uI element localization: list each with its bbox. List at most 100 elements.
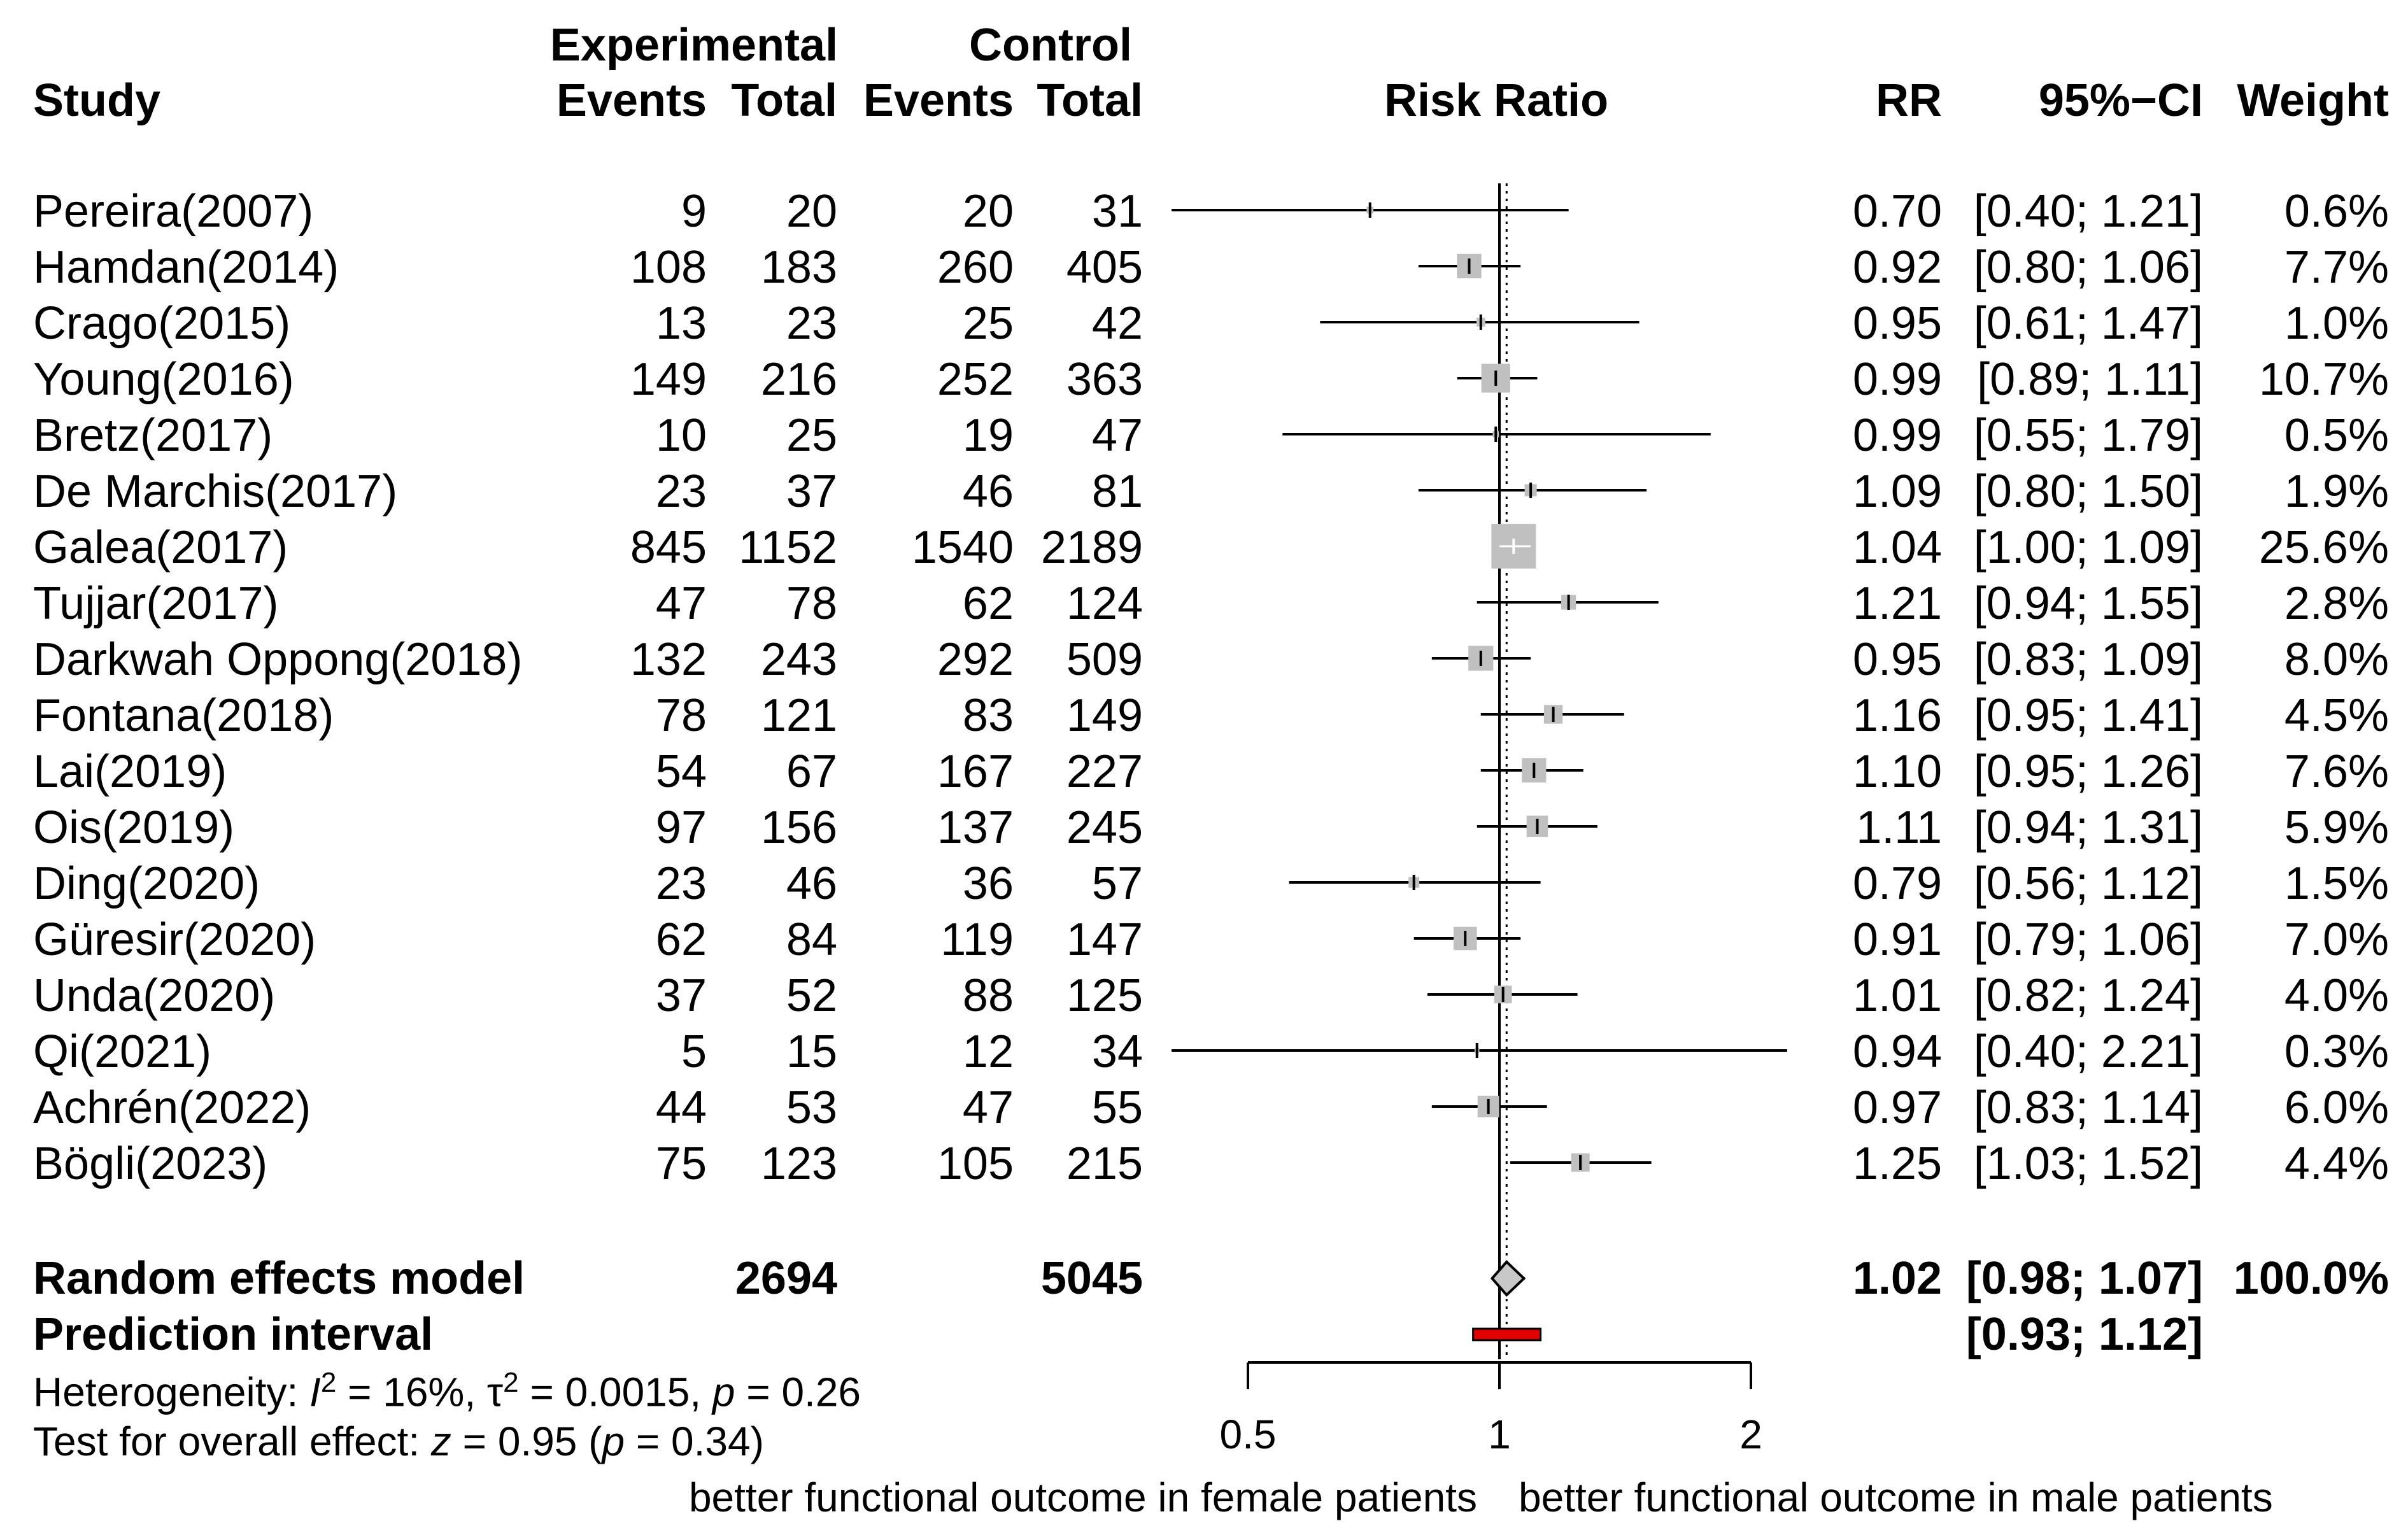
ctl-total: 405 xyxy=(1066,242,1143,293)
exp-total: 53 xyxy=(786,1082,837,1133)
study-weight: 0.5% xyxy=(2284,410,2389,461)
study-ci: [0.56; 1.12] xyxy=(1973,858,2203,909)
study-ci: [0.95; 1.26] xyxy=(1973,746,2203,797)
study-weight: 0.3% xyxy=(2284,1026,2389,1077)
x-tick-label: 0.5 xyxy=(1220,1411,1277,1457)
ctl-events: 36 xyxy=(962,858,1014,909)
study-rr: 0.94 xyxy=(1852,1026,1942,1077)
exp-events: 62 xyxy=(655,914,707,965)
exp-total: 20 xyxy=(786,186,837,237)
exp-events: 10 xyxy=(655,410,707,461)
ctl-events: 119 xyxy=(940,914,1014,965)
study-ci: [0.83; 1.09] xyxy=(1973,634,2203,685)
study-name: Unda(2020) xyxy=(33,970,276,1021)
ctl-events: 20 xyxy=(962,186,1014,237)
exp-total: 216 xyxy=(760,354,837,405)
study-name: Young(2016) xyxy=(33,354,294,405)
study-ci: [0.61; 1.47] xyxy=(1973,298,2203,349)
x-tick-label: 2 xyxy=(1739,1411,1762,1457)
risk-ratio-header: Risk Ratio xyxy=(1384,75,1609,126)
study-name: Galea(2017) xyxy=(33,522,288,573)
ctl-total: 47 xyxy=(1091,410,1143,461)
ctl-events: 88 xyxy=(962,970,1014,1021)
study-rr: 1.25 xyxy=(1852,1138,1942,1189)
exp-events: 23 xyxy=(655,858,707,909)
ctl-total: 34 xyxy=(1091,1026,1143,1077)
ctl-events: 137 xyxy=(937,802,1014,853)
ctl-total: 149 xyxy=(1066,690,1143,741)
study-rr: 1.11 xyxy=(1856,802,1942,853)
ctl-total: 31 xyxy=(1091,186,1143,237)
study-weight: 1.5% xyxy=(2284,858,2389,909)
ctl-total: 147 xyxy=(1066,914,1143,965)
exp-total: 1152 xyxy=(739,522,837,573)
control-header: Control xyxy=(969,20,1132,71)
study-rr: 0.91 xyxy=(1852,914,1942,965)
exp-events: 9 xyxy=(681,186,707,237)
study-rr: 0.95 xyxy=(1852,634,1942,685)
study-name: Qi(2021) xyxy=(33,1026,212,1077)
axis-label-right: better functional outcome in male patien… xyxy=(1519,1475,2273,1520)
summary-ci: [0.98; 1.07] xyxy=(1965,1253,2203,1304)
ctl-total: 57 xyxy=(1091,858,1143,909)
study-rr: 1.10 xyxy=(1852,746,1942,797)
study-ci: [0.40; 2.21] xyxy=(1973,1026,2203,1077)
ctl-events: 12 xyxy=(962,1026,1014,1077)
exp-events: 37 xyxy=(655,970,707,1021)
study-weight: 4.5% xyxy=(2284,690,2389,741)
study-ci: [0.80; 1.50] xyxy=(1973,466,2203,517)
study-header: Study xyxy=(33,75,161,126)
study-name: Ding(2020) xyxy=(33,858,260,909)
exp-events: 5 xyxy=(681,1026,707,1077)
study-rr: 0.92 xyxy=(1852,242,1942,293)
study-ci: [0.95; 1.41] xyxy=(1973,690,2203,741)
ctl-events: 46 xyxy=(962,466,1014,517)
prediction-interval-bar xyxy=(1472,1327,1542,1341)
ctl-total: 245 xyxy=(1066,802,1143,853)
study-ci: [0.89; 1.11] xyxy=(1977,354,2203,405)
study-weight: 7.0% xyxy=(2284,914,2389,965)
study-weight: 7.6% xyxy=(2284,746,2389,797)
study-weight: 10.7% xyxy=(2258,354,2389,405)
study-rr: 0.79 xyxy=(1852,858,1942,909)
study-name: Ois(2019) xyxy=(33,802,235,853)
study-weight: 1.9% xyxy=(2284,466,2389,517)
study-ci: [0.40; 1.21] xyxy=(1973,186,2203,237)
ctl-events: 260 xyxy=(937,242,1014,293)
prediction-ci: [0.93; 1.12] xyxy=(1965,1309,2203,1360)
study-ci: [0.55; 1.79] xyxy=(1973,410,2203,461)
ctl-total: 509 xyxy=(1066,634,1143,685)
ctl-events: 105 xyxy=(937,1138,1014,1189)
ctl-total: 2189 xyxy=(1040,522,1143,573)
study-rr: 1.01 xyxy=(1852,970,1942,1021)
exp-total: 37 xyxy=(786,466,837,517)
ctl-events: 292 xyxy=(937,634,1014,685)
exp-events: 23 xyxy=(655,466,707,517)
study-weight: 8.0% xyxy=(2284,634,2389,685)
study-rr: 1.21 xyxy=(1852,578,1942,629)
study-weight: 7.7% xyxy=(2284,242,2389,293)
ctl-total-header: Total xyxy=(1037,75,1143,126)
study-ci: [0.79; 1.06] xyxy=(1973,914,2203,965)
exp-events: 44 xyxy=(655,1082,707,1133)
ctl-total: 81 xyxy=(1091,466,1143,517)
weight-header: Weight xyxy=(2237,75,2389,126)
exp-events: 78 xyxy=(655,690,707,741)
ctl-events-header: Events xyxy=(863,75,1014,126)
ctl-total: 363 xyxy=(1066,354,1143,405)
exp-total: 243 xyxy=(760,634,837,685)
study-ci: [0.80; 1.06] xyxy=(1973,242,2203,293)
exp-total-header: Total xyxy=(731,75,837,126)
study-weight: 25.6% xyxy=(2258,522,2389,573)
rr-header: RR xyxy=(1876,75,1942,126)
exp-total: 67 xyxy=(786,746,837,797)
study-ci: [0.94; 1.55] xyxy=(1973,578,2203,629)
study-name: Achrén(2022) xyxy=(33,1082,311,1133)
exp-events: 13 xyxy=(655,298,707,349)
exp-events: 845 xyxy=(630,522,707,573)
exp-total: 52 xyxy=(786,970,837,1021)
ctl-events: 19 xyxy=(962,410,1014,461)
study-name: Güresir(2020) xyxy=(33,914,316,965)
study-name: Darkwah Oppong(2018) xyxy=(33,634,523,685)
